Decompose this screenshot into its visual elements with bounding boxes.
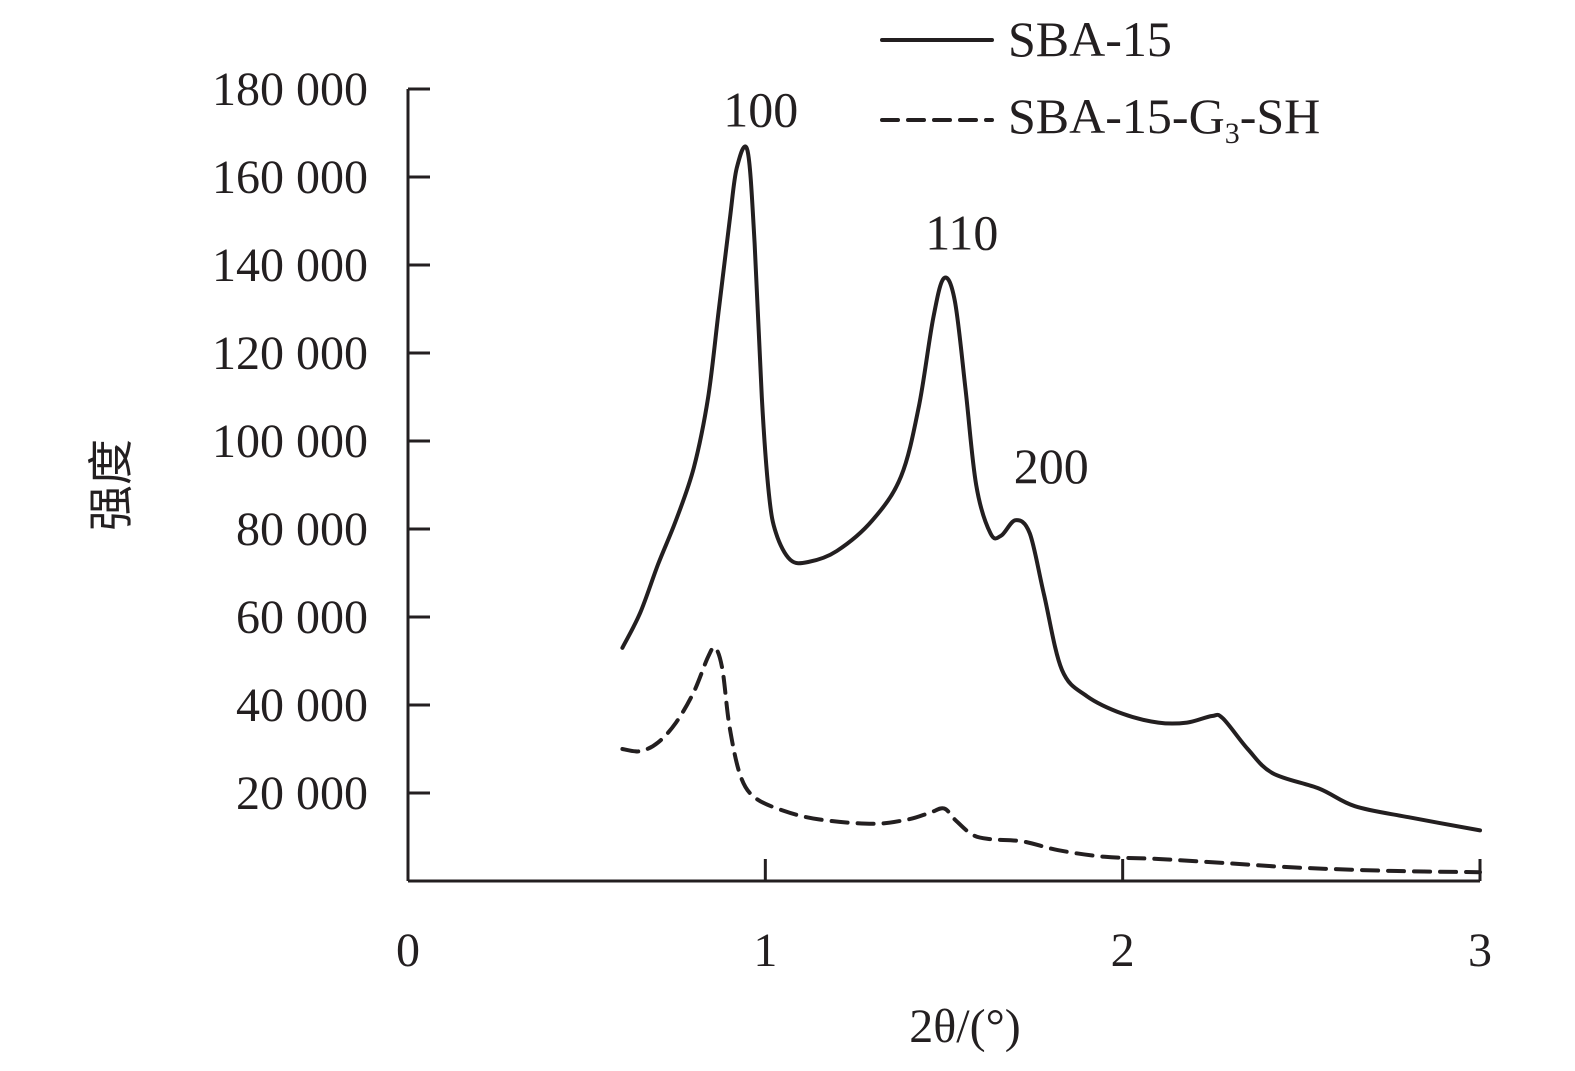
x-tick-label: 2	[1111, 924, 1135, 977]
plot-area	[620, 144, 1482, 875]
legend-label-sba-15: SBA-15	[1008, 11, 1172, 67]
peak-label-100: 100	[723, 81, 798, 137]
y-tick-label: 60 000	[236, 591, 368, 644]
y-axis-label: 强度	[84, 439, 138, 531]
y-tick-label: 120 000	[212, 327, 368, 380]
y-tick-label: 80 000	[236, 503, 368, 556]
x-tick-label: 1	[753, 924, 777, 977]
series-line-sba-15-g3-sh	[620, 645, 1482, 875]
y-tick-label: 140 000	[212, 239, 368, 292]
x-tick-label: 3	[1468, 924, 1492, 977]
y-tick-label: 20 000	[236, 767, 368, 820]
y-tick-label: 180 000	[212, 63, 368, 116]
series-line-sba-15	[620, 144, 1482, 833]
peak-annotations: 100 110 200	[723, 81, 1089, 493]
legend-label-sba-15-g3-sh: SBA-15-G3-SH	[1008, 88, 1320, 150]
y-tick-label: 160 000	[212, 151, 368, 204]
y-axis-ticks: 20 000 40 000 60 000 80 000 100 000 120 000 14…	[212, 63, 430, 820]
x-axis-label: 2θ/(°)	[909, 1000, 1021, 1053]
x-tick-label: 0	[396, 924, 420, 977]
y-tick-label: 100 000	[212, 415, 368, 468]
y-tick-label: 40 000	[236, 679, 368, 732]
legend: SBA-15 SBA-15-G3-SH	[880, 11, 1320, 150]
peak-label-110: 110	[925, 205, 998, 261]
peak-label-200: 200	[1014, 438, 1089, 494]
x-axis-ticks: 0 1 2 3	[396, 859, 1492, 977]
